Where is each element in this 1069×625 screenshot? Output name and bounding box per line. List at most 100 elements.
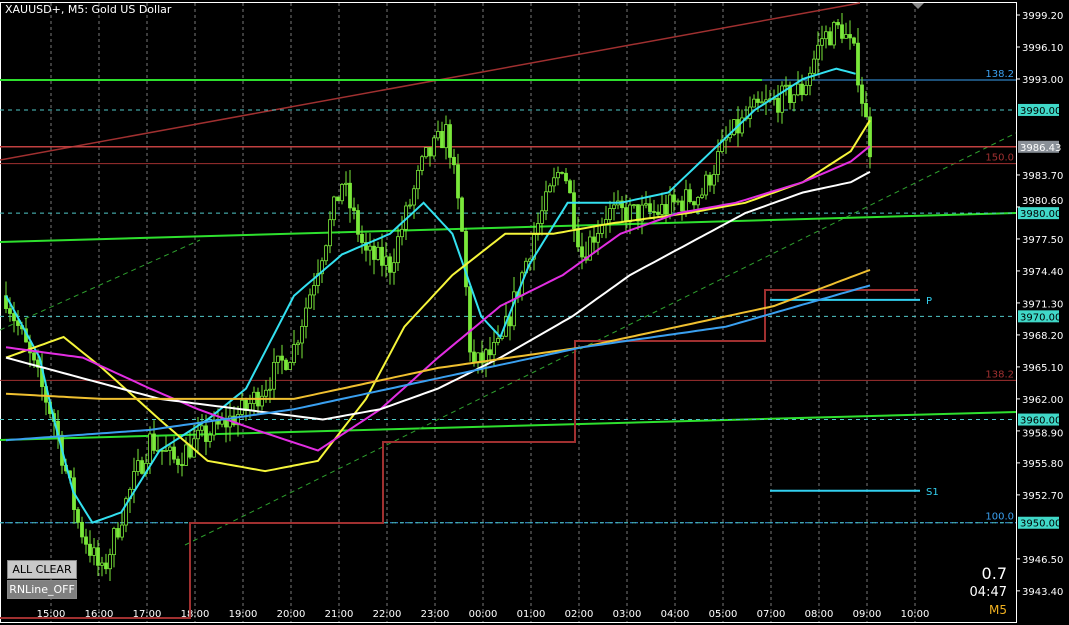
candle-body (840, 24, 844, 39)
candle-body (828, 31, 832, 46)
x-tick-label: 10:00 (901, 609, 930, 620)
y-tick-label: 3962.00 (1022, 395, 1063, 406)
candle-body (436, 131, 440, 139)
candle-body (92, 547, 96, 556)
price-label-box (1018, 103, 1059, 116)
timeframe-label: M5 (989, 603, 1007, 617)
candle-body (168, 446, 172, 451)
candle-body (808, 72, 812, 86)
candle-body (292, 344, 296, 363)
rnline-toggle-button[interactable]: RNLine_OFF (7, 580, 77, 599)
candle-body (464, 230, 468, 288)
moving-average-line-4 (5, 268, 871, 400)
candle-body (444, 124, 448, 149)
candle-body (512, 291, 516, 327)
candle-body (668, 194, 672, 215)
candle-body (816, 44, 820, 60)
candle-body (96, 547, 100, 566)
candle-body (296, 342, 300, 345)
candle-body (16, 320, 20, 326)
candle-body (468, 286, 472, 353)
shift-marker-icon (912, 3, 924, 9)
candle-body (788, 84, 792, 103)
candle-body (388, 256, 392, 273)
candle-body (648, 203, 652, 212)
candle-body (412, 188, 416, 206)
candle-body (636, 204, 640, 222)
candle-body (800, 83, 804, 96)
candle-body (104, 562, 108, 570)
moving-average-line-3 (5, 171, 871, 421)
candle-body (360, 233, 364, 243)
fib-level-label: 138.2 (985, 69, 1014, 80)
candle-body (184, 444, 188, 466)
candle-body (320, 260, 324, 275)
y-tick-label: 3977.50 (1022, 235, 1063, 246)
x-tick-label: 03:00 (613, 609, 642, 620)
candle-body (732, 119, 736, 135)
candle-body (284, 359, 288, 370)
candle-body (680, 200, 684, 212)
x-tick-label: 05:00 (709, 609, 738, 620)
candle-body (552, 177, 556, 187)
candle-body (264, 389, 268, 397)
candle-body (208, 434, 212, 442)
candle-body (852, 37, 856, 44)
candle-body (200, 425, 204, 431)
pivot-label-S1: S1 (926, 487, 939, 498)
candle-body (496, 338, 500, 343)
moving-average-line-0 (5, 67, 856, 524)
candle-body (460, 197, 464, 232)
candle-body (372, 245, 376, 260)
candle-body (856, 42, 860, 86)
all-clear-button[interactable]: ALL CLEAR (7, 560, 77, 579)
candle-body (672, 194, 676, 203)
candle-body (544, 191, 548, 212)
candle-body (472, 351, 476, 364)
candle-body (832, 22, 836, 46)
candle-body (664, 204, 668, 215)
channel-line-dashed (184, 132, 1017, 546)
x-tick-label: 02:00 (565, 609, 594, 620)
x-tick-label: 18:00 (181, 609, 210, 620)
y-tick-label: 3952.70 (1022, 491, 1063, 502)
candle-body (776, 97, 780, 113)
x-tick-label: 20:00 (277, 609, 306, 620)
candle-body (108, 554, 112, 570)
candle-body (684, 189, 688, 212)
y-tick-label: 3946.50 (1022, 555, 1063, 566)
candle-body (656, 211, 660, 215)
pivot-label-P: P (926, 296, 932, 307)
candle-body (612, 204, 616, 209)
candle-body (868, 116, 872, 158)
chart-title: XAUUSD+, M5: Gold US Dollar (5, 3, 172, 16)
candle-body (32, 352, 36, 361)
candle-body (592, 236, 596, 243)
candle-body (580, 246, 584, 258)
candle-body (376, 246, 380, 260)
y-tick-label: 3996.10 (1022, 43, 1063, 54)
price-tag: 3950.00 (1020, 519, 1061, 530)
candle-body (704, 174, 708, 196)
candle-body (380, 246, 384, 266)
candle-body (308, 294, 312, 309)
candle-body (424, 147, 428, 158)
x-tick-label: 09:00 (853, 609, 882, 620)
candle-body (316, 273, 320, 286)
candle-body (236, 414, 240, 426)
candle-body (400, 228, 404, 238)
candle-body (780, 85, 784, 113)
candle-body (588, 236, 592, 261)
y-tick-label: 3958.90 (1022, 429, 1063, 440)
y-tick-label: 3974.40 (1022, 267, 1063, 278)
candle-body (84, 536, 88, 545)
candle-body (484, 349, 488, 364)
candle-body (688, 189, 692, 203)
y-tick-label: 3999.20 (1022, 11, 1063, 22)
candle-body (860, 84, 864, 104)
candle-body (540, 210, 544, 224)
candle-body (332, 196, 336, 221)
candle-body (452, 156, 456, 166)
